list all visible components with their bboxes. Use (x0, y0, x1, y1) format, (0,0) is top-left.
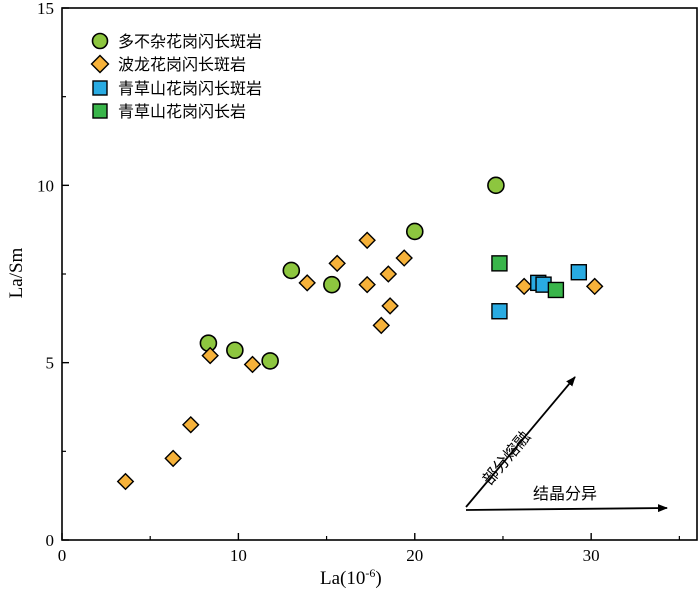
data-point-diamond (358, 231, 376, 250)
data-point-square (491, 303, 508, 320)
data-point-circle (226, 341, 244, 360)
partial-melting-arrow (465, 376, 576, 508)
data-point-diamond (201, 346, 219, 365)
data-point-circle (405, 222, 424, 241)
legend-label: 多不杂花岗闪长斑岩 (118, 32, 262, 51)
x-tick-label: 20 (406, 546, 423, 565)
x-tick-label: 30 (583, 546, 600, 565)
legend-label: 青草山花岗闪长斑岩 (118, 79, 262, 98)
data-point-diamond (358, 275, 376, 294)
data-point-square (491, 255, 508, 272)
data-point-circle (487, 176, 505, 195)
x-axis-title: La(10-6) (320, 566, 382, 589)
data-point-square (570, 264, 588, 281)
x-tick-label: 0 (58, 546, 67, 565)
data-point-diamond (379, 265, 398, 283)
legend-marker-square (92, 103, 108, 119)
data-point-circle (282, 261, 301, 280)
y-tick-label: 5 (46, 354, 55, 373)
y-axis-title: La/Sm (6, 247, 27, 298)
data-point-diamond (372, 316, 391, 335)
data-point-square (547, 281, 565, 299)
data-point-diamond (181, 415, 200, 434)
legend-label: 波龙花岗闪长斑岩 (118, 55, 246, 74)
legend-label: 青草山花岗闪长岩 (118, 102, 246, 121)
y-tick-label: 0 (46, 531, 55, 550)
data-point-diamond (298, 274, 316, 292)
data-point-circle (323, 275, 341, 294)
data-point-diamond (381, 297, 399, 315)
legend-marker-circle (91, 32, 109, 50)
annotations: 部分熔融 结晶分异 (465, 376, 668, 513)
data-point-diamond (164, 449, 182, 468)
partial-melting-label: 部分熔融 (479, 427, 535, 488)
data-point-diamond (116, 472, 135, 491)
legend-marker-diamond (90, 54, 110, 74)
data-point-diamond (395, 249, 413, 267)
legend-marker-square (92, 80, 108, 96)
y-tick-label: 10 (37, 176, 54, 195)
data-point-diamond (243, 355, 262, 374)
data-point-diamond (585, 277, 604, 296)
fractional-crystallization-arrow (465, 504, 668, 513)
data-point-diamond (515, 277, 533, 296)
data-point-diamond (328, 254, 346, 273)
legend: 多不杂花岗闪长斑岩 波龙花岗闪长斑岩 青草山花岗闪长斑岩 青草山花岗闪长岩 (90, 32, 262, 121)
fractional-crystallization-label: 结晶分异 (533, 484, 597, 503)
x-tick-label: 10 (230, 546, 247, 565)
y-tick-label: 15 (37, 0, 54, 18)
data-point-circle (261, 352, 279, 370)
